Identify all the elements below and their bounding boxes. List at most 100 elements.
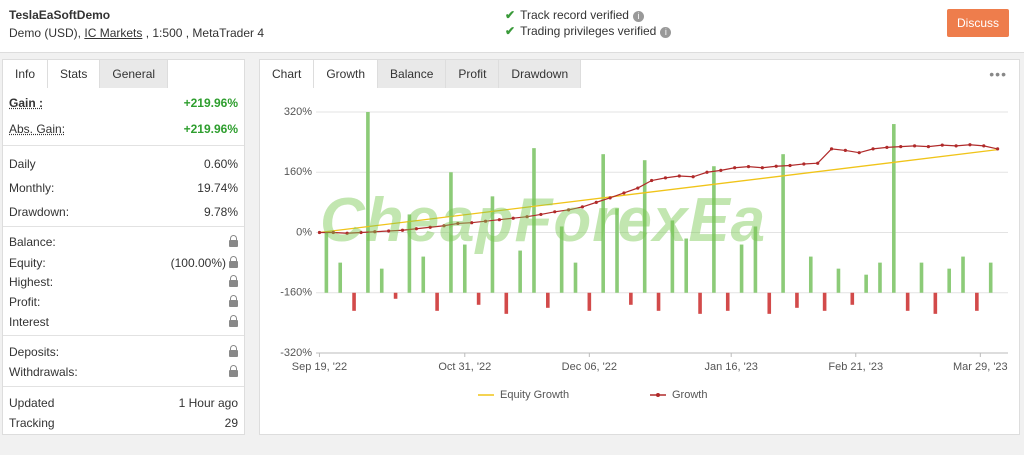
tab[interactable]: General	[100, 60, 169, 88]
x-tick-label: Jan 16, '23	[704, 361, 757, 373]
stat-row: Monthly: 19.74%	[9, 181, 238, 195]
point	[345, 231, 349, 235]
point	[857, 151, 861, 155]
y-tick-label: 0%	[296, 226, 312, 238]
bar	[324, 232, 329, 293]
stat-label: Daily	[9, 157, 36, 171]
account-details: , 1:500 , MetaTrader 4	[145, 26, 265, 40]
point	[511, 216, 515, 220]
bar	[712, 166, 716, 293]
verification: ✔ Track record verified i	[505, 8, 644, 22]
bar	[656, 292, 661, 311]
bar	[961, 256, 965, 293]
discuss-button[interactable]: Discuss	[947, 9, 1009, 37]
bar	[905, 292, 910, 311]
bar	[615, 208, 619, 293]
bar	[892, 124, 896, 293]
verification: ✔ Trading privileges verified i	[505, 24, 672, 38]
tab[interactable]: Chart	[260, 60, 315, 88]
tab[interactable]: Balance	[378, 60, 447, 88]
stat-value: 29	[225, 416, 238, 430]
point	[788, 163, 792, 168]
stat-row: Withdrawals:	[9, 365, 238, 379]
stat-label: Profit:	[9, 295, 41, 309]
stat-value: 1 Hour ago	[179, 396, 238, 410]
point	[566, 208, 571, 212]
stat-row: Gain : +219.96%	[9, 96, 238, 110]
bar	[573, 262, 578, 293]
bar	[781, 154, 785, 293]
verification-text: Trading privileges verified	[520, 24, 657, 38]
bar	[421, 256, 426, 293]
tab[interactable]: Profit	[446, 60, 500, 88]
chart: 320% 160% 0% -160% -320% Sep 19, '22 Oct 31, '…	[280, 106, 1008, 401]
stat-row: Highest:	[9, 275, 238, 289]
lock-icon	[229, 295, 238, 307]
point	[829, 147, 834, 151]
point	[387, 229, 391, 233]
menu-icon[interactable]: •••	[989, 66, 1007, 82]
point	[733, 166, 737, 170]
header: TeslaEaSoftDemo Demo (USD), IC Markets ,…	[0, 0, 1024, 53]
tab[interactable]: Stats	[48, 60, 101, 88]
point	[871, 147, 875, 151]
legend-dot	[656, 393, 660, 397]
stat-label: Equity:	[9, 256, 46, 270]
bar	[476, 292, 481, 305]
account-info: Demo (USD), IC Markets , 1:500 , MetaTra…	[9, 26, 264, 40]
bar	[753, 226, 758, 293]
lock-icon	[229, 275, 238, 287]
bar	[919, 262, 924, 293]
stat-value-text: 0.60%	[203, 157, 238, 171]
stat-label: Withdrawals:	[9, 365, 78, 379]
point	[497, 218, 501, 222]
point	[580, 205, 585, 209]
point	[760, 166, 764, 170]
point	[746, 165, 751, 169]
tab[interactable]: Drawdown	[499, 60, 582, 88]
x-tick-label: Sep 19, '22	[292, 361, 347, 373]
bar	[449, 172, 453, 293]
point	[996, 147, 1000, 151]
lock-icon	[229, 235, 238, 247]
stat-value-text: (100.00%)	[170, 256, 226, 270]
stat-value: 0.60%	[204, 157, 238, 171]
stat-label: Balance:	[9, 235, 56, 249]
point	[539, 212, 543, 217]
point	[650, 178, 654, 183]
point	[400, 228, 405, 232]
stat-value-text: +219.96%	[183, 122, 238, 136]
point	[373, 230, 377, 234]
y-tick-label: 320%	[284, 106, 312, 118]
bar	[462, 244, 467, 293]
bar	[490, 196, 495, 293]
stat-value: (100.00%)	[171, 256, 238, 270]
point	[608, 196, 612, 200]
stat-value	[226, 315, 238, 329]
tab[interactable]: Info	[3, 60, 49, 88]
point	[843, 148, 847, 153]
bar	[352, 292, 356, 311]
broker-link[interactable]: IC Markets	[84, 26, 143, 40]
bar	[559, 226, 564, 293]
bar	[808, 256, 813, 293]
stat-row: Abs. Gain: +219.96%	[9, 122, 238, 136]
point	[428, 225, 432, 229]
bar	[836, 268, 841, 293]
point	[940, 143, 944, 147]
bar	[975, 292, 979, 311]
line	[319, 149, 998, 234]
stat-value	[226, 275, 238, 289]
y-tick-label: -160%	[280, 287, 312, 299]
point	[705, 170, 709, 174]
point	[885, 145, 889, 149]
stat-label: Highest:	[9, 275, 54, 289]
tab[interactable]: Growth	[314, 60, 379, 88]
bar	[379, 268, 384, 293]
stat-row: Tracking 29	[9, 416, 238, 430]
bar	[684, 238, 689, 293]
bar	[629, 292, 633, 305]
stat-value: +219.96%	[184, 96, 238, 110]
point	[317, 230, 322, 235]
lock-icon	[229, 315, 238, 327]
